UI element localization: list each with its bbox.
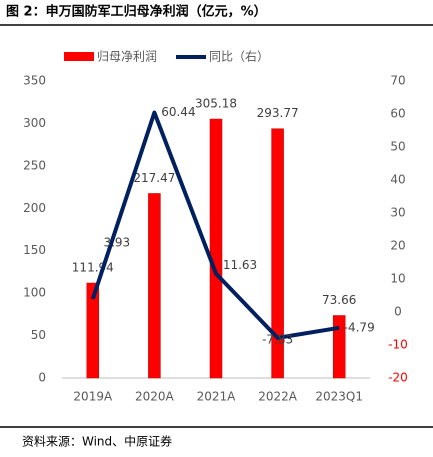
line-value-label: -4.79 [344,320,375,334]
bar [86,282,100,379]
bar [148,193,161,379]
y-tick-label: 200 [23,201,46,215]
y2-tick-label: 40 [390,173,405,187]
line-value-label: -7.83 [262,332,293,346]
bar-value-label: 73.66 [322,293,356,307]
legend-label: 归母净利润 [97,50,157,64]
x-tick-label: 2022A [258,390,298,404]
bar [209,118,223,379]
bar [332,315,346,379]
y2-tick-label: 20 [390,239,405,253]
bar-value-label: 111.94 [72,261,114,275]
y-tick-label: 250 [23,158,46,172]
bar-value-label: 217.47 [133,171,175,185]
y-tick-label: 0 [38,371,46,385]
y2-tick-label: 0 [394,305,402,319]
y-tick-label: 150 [23,243,46,257]
x-tick-label: 2019A [73,390,113,404]
y2-tick-label: -20 [388,371,408,385]
y2-tick-label: 10 [390,272,405,286]
x-tick-label: 2021A [197,390,237,404]
chart-title: 图 2：申万国防军工归母净利润（亿元，%） [6,4,267,20]
y-tick-label: 50 [31,328,46,342]
x-tick-label: 2020A [135,390,175,404]
legend-swatch [64,52,94,61]
bar [271,128,284,379]
y-tick-label: 350 [23,74,46,88]
y2-tick-label: 60 [390,107,405,121]
y-tick-label: 300 [23,116,46,130]
y2-tick-label: 70 [390,74,405,88]
bar-value-label: 305.18 [195,97,237,111]
line [90,110,340,340]
y2-tick-label: 30 [390,206,405,220]
y2-tick-label: 50 [390,140,405,154]
bar-value-label: 293.77 [257,106,299,120]
line-value-label: 60.44 [161,105,195,119]
line-value-label: 3.93 [103,236,130,250]
source: 资料来源：Wind、中原证券 [22,434,172,449]
y-tick-label: 100 [23,286,46,300]
x-tick-label: 2023Q1 [315,390,363,404]
line-value-label: 11.63 [223,258,257,272]
legend-label: 同比（右） [209,49,269,64]
y2-tick-label: -10 [388,338,408,352]
